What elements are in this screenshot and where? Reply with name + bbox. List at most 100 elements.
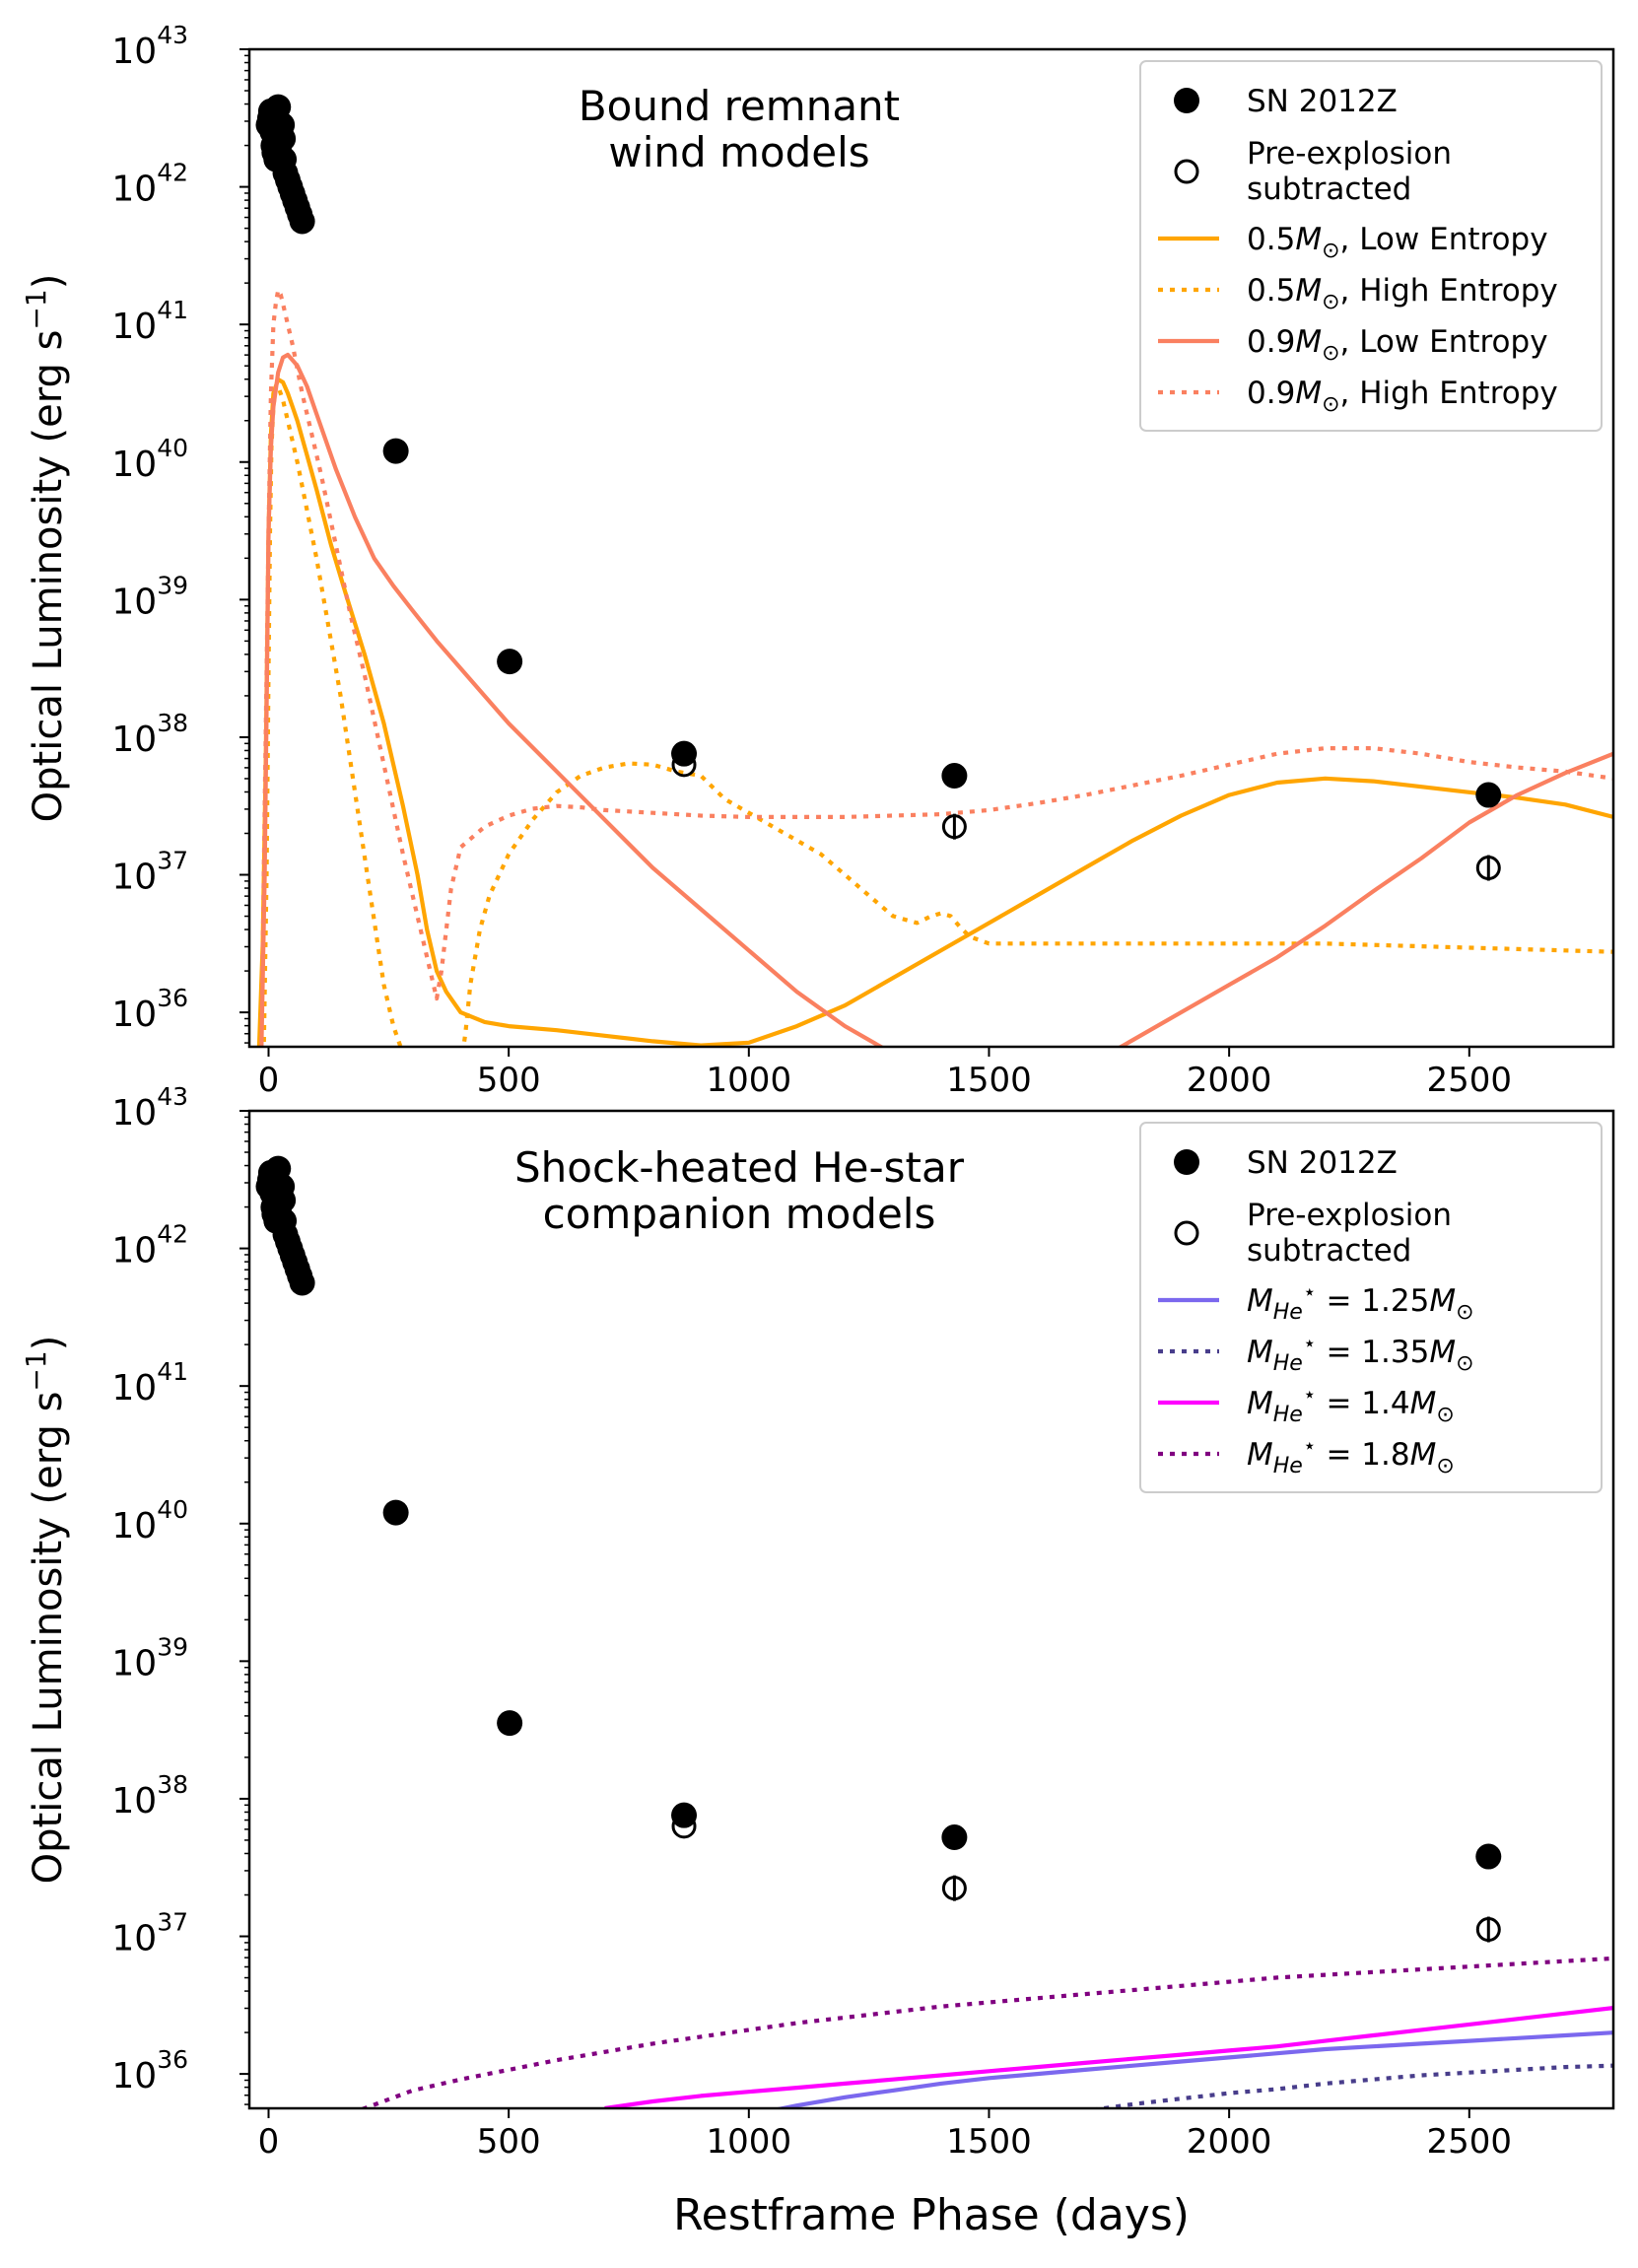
y-tick-label: 1040: [111, 1495, 188, 1546]
series-line-2: [261, 383, 1613, 1047]
x-tick-label: 1500: [946, 2122, 1032, 2162]
y-label-sup: −1: [20, 289, 52, 329]
y-tick-base: 10: [111, 32, 157, 72]
annotation-line: companion models: [543, 1190, 936, 1238]
legend-msun-sub: ⊙: [1456, 1300, 1473, 1325]
x-tick-label: 0: [258, 1061, 280, 1100]
legend-he-m: M: [1247, 1437, 1273, 1473]
obs-point: [941, 1824, 968, 1851]
y-tick-exponent: 37: [157, 1908, 188, 1937]
y-tick-exponent: 36: [157, 984, 188, 1012]
y-tick-base: 10: [111, 1093, 157, 1134]
x-tick-label: 2500: [1427, 1061, 1513, 1100]
axes-frame: [247, 47, 1615, 1049]
y-tick-base: 10: [111, 170, 157, 210]
y-tick-label: 1041: [111, 1357, 188, 1409]
y-tick-exponent: 43: [157, 21, 188, 49]
legend-he-m: M: [1247, 1283, 1273, 1319]
annotation-line: Shock-heated He-star: [514, 1143, 965, 1192]
y-tick-base: 10: [111, 1368, 157, 1409]
legend-msun-sub: ⊙: [1436, 1403, 1454, 1427]
legend-msun: M: [1410, 1386, 1437, 1421]
y-tick-label: 1042: [111, 1220, 188, 1271]
obs-point: [941, 763, 968, 790]
obs-point: [497, 1710, 523, 1737]
y-tick-base: 10: [111, 1919, 157, 1959]
legend-mass: 0.9: [1247, 324, 1295, 360]
y-tick-label: 1037: [111, 1908, 188, 1959]
panel-top: 0 500 1000 1500 2000 250010361037103810391040…: [20, 21, 1615, 1100]
obs-point: [289, 1270, 315, 1296]
y-tick-exponent: 42: [157, 1220, 188, 1249]
legend-msun: M: [1410, 1437, 1437, 1473]
legend-msun: M: [1295, 222, 1322, 257]
legend-he-eq: = 1.35: [1317, 1335, 1430, 1370]
legend-suffix: , Low Entropy: [1340, 324, 1548, 360]
legend-series-label-3: 0.9M⊙, Low Entropy: [1247, 324, 1548, 366]
series-line-4: [259, 288, 1613, 1047]
legend-series-label-2: MHe⋆ = 1.35M⊙: [1247, 1332, 1474, 1376]
legend-he-sub: He: [1273, 1300, 1303, 1325]
legend-msun-sub: ⊙: [1456, 1351, 1473, 1376]
series-line-3: [259, 352, 1613, 1047]
x-tick-label: 2000: [1187, 1061, 1272, 1100]
y-tick-label: 1039: [111, 1632, 188, 1684]
y-tick-base: 10: [111, 2056, 157, 2096]
legend-he-sub: He: [1273, 1454, 1303, 1478]
legend-he-sub: He: [1273, 1351, 1303, 1376]
legend-series-label-4: 0.9M⊙, High Entropy: [1247, 376, 1558, 417]
series-line-1: [772, 2030, 1613, 2108]
legend-mass: 0.9: [1247, 376, 1295, 411]
y-tick-exponent: 36: [157, 2045, 188, 2074]
legend-msun-sub: ⊙: [1322, 341, 1339, 366]
y-tick-exponent: 37: [157, 847, 188, 875]
y-tick-base: 10: [111, 720, 157, 760]
legend-box: [1139, 1122, 1603, 1493]
legend-he-eq: = 1.4: [1317, 1386, 1410, 1421]
x-tick-label: 1000: [707, 2122, 792, 2162]
legend-sub-marker: [1174, 159, 1199, 184]
y-tick-exponent: 38: [157, 709, 188, 737]
obs-point: [382, 1499, 409, 1526]
legend-box: [1139, 60, 1603, 432]
legend-obs-label: SN 2012Z: [1247, 1145, 1398, 1181]
x-tick-label: 500: [477, 2122, 541, 2162]
legend-he-eq: = 1.25: [1317, 1283, 1430, 1319]
legend-msun: M: [1295, 324, 1322, 360]
y-tick-base: 10: [111, 445, 157, 485]
legend-he-sub: He: [1273, 1403, 1303, 1427]
x-axis-label: Restframe Phase (days): [673, 2190, 1190, 2240]
legend-msun: M: [1429, 1283, 1456, 1319]
subtracted-point: [671, 1814, 697, 1839]
y-tick-exponent: 41: [157, 1357, 188, 1386]
y-tick-base: 10: [111, 1643, 157, 1684]
y-tick-label: 1040: [111, 434, 188, 485]
obs-point: [289, 208, 315, 235]
legend-series-label-4: MHe⋆ = 1.8M⊙: [1247, 1434, 1455, 1478]
subtracted-point: [671, 752, 697, 778]
y-tick-base: 10: [111, 1506, 157, 1546]
series-line-4: [359, 1956, 1613, 2108]
annotation-line: Bound remnant: [579, 82, 900, 130]
y-tick-exponent: 41: [157, 296, 188, 324]
series-line-2: [1089, 2063, 1613, 2108]
x-tick-label: 2000: [1187, 2122, 1272, 2162]
legend-sub-label-1: Pre-explosion: [1247, 136, 1452, 172]
panel-bottom: 0 500 1000 1500 2000 250010361037103810391040…: [20, 1082, 1615, 2162]
legend-series-label-3: MHe⋆ = 1.4M⊙: [1247, 1383, 1455, 1427]
legend-mass: 0.5: [1247, 222, 1295, 257]
obs-point: [270, 125, 297, 152]
y-axis-label: Optical Luminosity (erg s−1): [20, 274, 71, 823]
y-tick-label: 1036: [111, 984, 188, 1035]
y-label-text: Optical Luminosity (erg s: [26, 1392, 71, 1885]
legend-msun: M: [1429, 1335, 1456, 1370]
legend-he-eq: = 1.8: [1317, 1437, 1410, 1473]
x-tick-label: 1500: [946, 1061, 1032, 1100]
y-axis-label: Optical Luminosity (erg s−1): [20, 1336, 71, 1885]
legend-msun-sub: ⊙: [1322, 290, 1339, 314]
y-tick-label: 1037: [111, 847, 188, 898]
y-tick-label: 1042: [111, 159, 188, 210]
legend-suffix: , High Entropy: [1340, 273, 1558, 309]
annotation-line: wind models: [608, 128, 869, 176]
y-label-end: ): [26, 274, 71, 290]
